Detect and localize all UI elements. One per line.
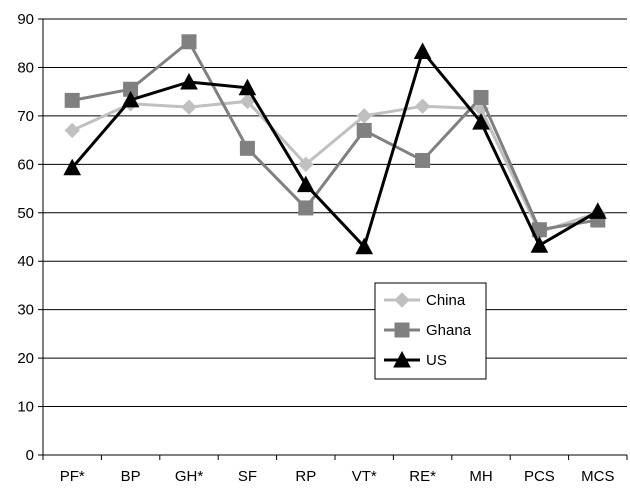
- data-point: [239, 140, 255, 156]
- x-tick-labels: PF* BP GH* SF RP VT* RE* MH PCS MCS: [60, 468, 615, 485]
- data-point: [64, 92, 80, 108]
- data-point: [414, 98, 431, 114]
- data-point: [121, 90, 140, 108]
- data-point: [472, 113, 490, 130]
- data-point: [238, 78, 257, 96]
- legend-label: Ghana: [426, 322, 472, 339]
- series-china: [64, 93, 606, 240]
- axes: [42, 19, 628, 460]
- series-line: [71, 39, 599, 232]
- data-point: [356, 108, 372, 124]
- legend-label: US: [426, 352, 447, 369]
- y-tick-label: 0: [26, 447, 34, 464]
- y-tick-label: 10: [17, 399, 34, 416]
- series-line: [71, 99, 599, 234]
- data-point: [356, 122, 372, 138]
- x-tick-label: SF: [238, 468, 257, 485]
- series-group: [63, 34, 607, 255]
- x-tick-label: VT*: [352, 468, 377, 485]
- x-tick-label: MH: [469, 468, 492, 485]
- y-tick-label: 60: [17, 156, 34, 173]
- data-point: [298, 156, 314, 173]
- y-tick-labels: 0 10 20 30 40 50 60 70 80 90: [17, 11, 34, 464]
- data-point: [355, 237, 374, 255]
- legend-item-ghana: Ghana: [384, 322, 472, 339]
- legend-marker: [393, 350, 411, 368]
- data-point: [415, 152, 431, 168]
- y-tick-label: 30: [17, 302, 34, 319]
- series-line: [71, 48, 599, 250]
- data-point: [298, 200, 314, 216]
- legend: China Ghana US: [374, 282, 487, 380]
- data-point: [413, 42, 432, 59]
- x-tick-label: PCS: [524, 468, 555, 485]
- x-tick-label: RE*: [409, 468, 436, 485]
- y-tick-label: 40: [17, 253, 34, 270]
- y-tick-label: 80: [17, 59, 34, 76]
- data-point: [588, 202, 607, 219]
- y-tick-label: 20: [17, 350, 34, 367]
- data-point: [296, 175, 315, 193]
- data-point: [239, 93, 256, 110]
- x-tick-label: MCS: [581, 468, 614, 485]
- x-tick-label: BP: [121, 468, 141, 485]
- data-point: [180, 72, 198, 90]
- legend-label: China: [426, 292, 466, 309]
- legend-marker: [394, 322, 410, 338]
- y-tick-label: 90: [17, 11, 34, 28]
- x-tick-label: PF*: [60, 468, 85, 485]
- y-tick-label: 70: [17, 108, 34, 125]
- legend-marker: [394, 292, 410, 308]
- x-tick-label: GH*: [175, 468, 204, 485]
- legend-item-us: US: [384, 350, 447, 369]
- data-point: [530, 236, 549, 253]
- y-tick-label: 50: [17, 205, 34, 222]
- legend-item-china: China: [384, 292, 466, 309]
- series-us: [63, 42, 607, 255]
- data-point: [64, 122, 80, 139]
- data-point: [473, 89, 489, 105]
- x-tick-label: RP: [295, 468, 316, 485]
- data-point: [63, 158, 82, 176]
- data-point: [181, 34, 197, 50]
- series-ghana: [64, 34, 606, 238]
- data-point: [181, 99, 197, 115]
